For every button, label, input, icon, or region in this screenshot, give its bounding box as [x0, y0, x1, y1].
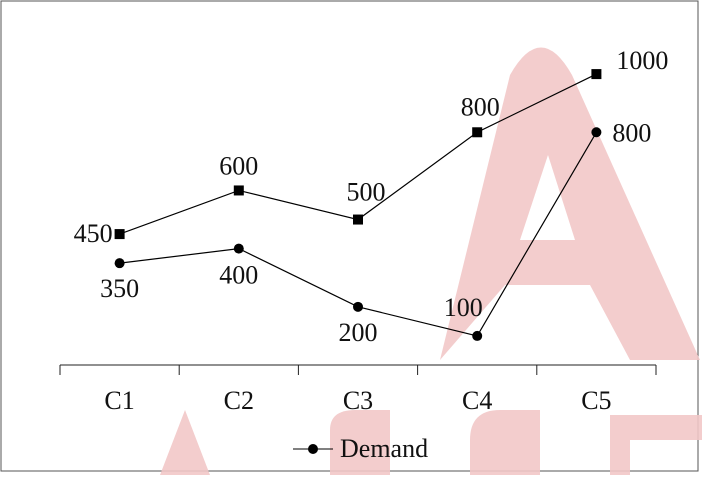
data-label-demand: 800 — [612, 118, 651, 147]
data-point-supply — [472, 127, 483, 138]
data-label-supply: 1000 — [616, 46, 668, 75]
data-point-demand — [591, 127, 602, 138]
x-axis-tick-labels: C1 C2 C3 C4 C5 — [104, 386, 611, 415]
x-tick-label: C4 — [462, 386, 492, 415]
data-point-demand — [472, 330, 483, 341]
data-label-supply: 500 — [347, 178, 386, 207]
watermark-logo — [160, 47, 702, 475]
data-label-demand: 350 — [100, 274, 139, 303]
data-point-supply — [591, 69, 602, 80]
legend: Demand — [293, 434, 428, 463]
data-point-supply — [353, 214, 363, 225]
data-label-demand: 200 — [339, 318, 378, 347]
x-axis-ticks — [59, 365, 657, 375]
data-label-supply: 800 — [461, 92, 500, 121]
data-labels: 450 600 500 800 1000 350 400 200 100 800 — [74, 46, 669, 347]
data-label-supply: 600 — [219, 151, 258, 180]
x-tick-label: C3 — [343, 386, 373, 415]
data-point-demand — [233, 243, 244, 254]
data-label-supply: 450 — [74, 219, 113, 248]
x-tick-label: C2 — [224, 386, 254, 415]
data-point-supply — [233, 185, 244, 196]
legend-label-demand: Demand — [340, 434, 428, 463]
data-point-demand — [353, 301, 363, 312]
legend-marker-demand — [308, 444, 318, 454]
data-point-demand — [114, 258, 125, 269]
data-label-demand: 400 — [219, 261, 258, 290]
x-tick-label: C1 — [104, 386, 134, 415]
data-label-demand: 100 — [444, 293, 483, 322]
x-tick-label: C5 — [581, 386, 611, 415]
series-layer — [114, 69, 602, 341]
data-point-supply — [114, 229, 125, 240]
